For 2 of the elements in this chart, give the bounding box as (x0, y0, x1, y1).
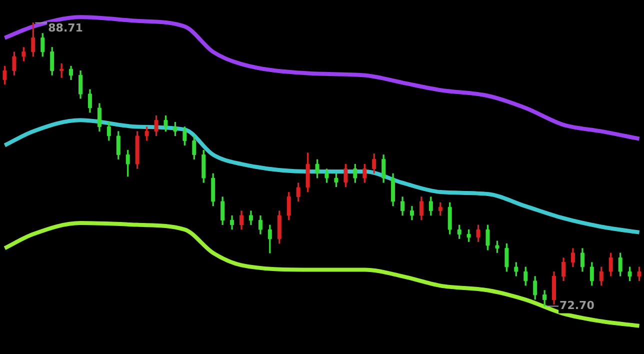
annotation: 72.70 (560, 299, 595, 312)
annotation: 88.71 (48, 22, 83, 35)
